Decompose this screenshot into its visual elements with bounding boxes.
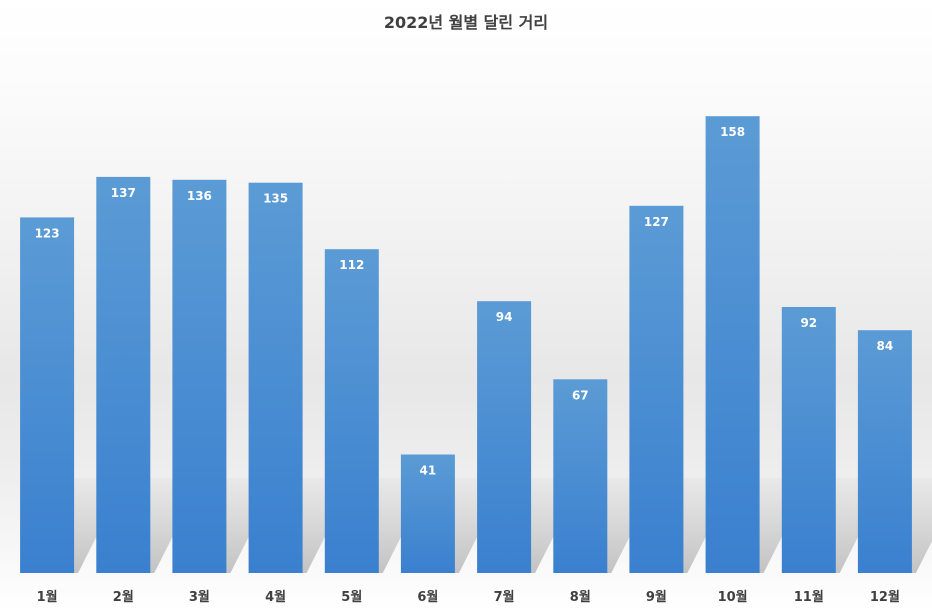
x-tick-label: 10월 xyxy=(718,589,748,605)
bar-5 xyxy=(324,249,379,573)
bar-4 xyxy=(248,182,303,573)
data-label: 92 xyxy=(800,316,817,330)
bar-7 xyxy=(477,301,532,573)
bar-6 xyxy=(400,454,455,573)
bar-8 xyxy=(553,379,608,573)
data-label: 84 xyxy=(877,339,894,353)
data-label: 137 xyxy=(111,186,136,200)
bar-10 xyxy=(705,116,760,573)
x-tick-label: 2월 xyxy=(113,589,134,605)
data-label: 135 xyxy=(263,192,288,206)
x-tick-label: 8월 xyxy=(570,589,591,605)
data-label: 94 xyxy=(496,310,513,324)
x-tick-label: 1월 xyxy=(37,589,58,605)
bar-9 xyxy=(629,205,684,574)
x-tick-labels: 1월 2월 3월 4월 5월 6월 7월 8월 9월 10월 11월 12월 xyxy=(37,589,900,605)
data-label: 158 xyxy=(720,125,745,139)
x-tick-label: 5월 xyxy=(341,589,362,605)
data-label: 123 xyxy=(35,226,60,240)
bar-3 xyxy=(172,179,227,574)
x-tick-label: 4월 xyxy=(265,589,286,605)
bar-11 xyxy=(781,307,836,573)
x-tick-label: 6월 xyxy=(417,589,438,605)
data-labels: 123 137 136 135 112 41 94 67 127 158 92 84 xyxy=(35,125,894,477)
x-tick-label: 9월 xyxy=(646,589,667,605)
data-label: 112 xyxy=(339,258,364,272)
chart-title: 2022년 월별 달린 거리 xyxy=(383,13,549,32)
bar-1 xyxy=(20,217,75,573)
bar-12 xyxy=(857,330,912,573)
x-tick-label: 11월 xyxy=(794,589,824,605)
x-tick-label: 12월 xyxy=(870,589,900,605)
data-label: 67 xyxy=(572,388,589,402)
data-label: 41 xyxy=(420,464,437,478)
data-label: 136 xyxy=(187,189,212,203)
x-tick-label: 3월 xyxy=(189,589,210,605)
bar-2 xyxy=(96,176,151,573)
bars xyxy=(20,116,912,574)
data-label: 127 xyxy=(644,215,669,229)
x-tick-label: 7월 xyxy=(494,589,515,605)
